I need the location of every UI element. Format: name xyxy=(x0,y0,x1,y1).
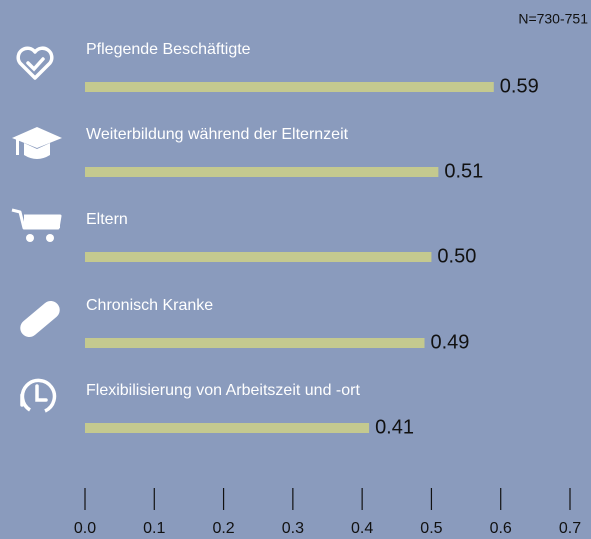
icon-pill xyxy=(20,301,60,337)
value-label: 0.41 xyxy=(375,416,414,438)
bar xyxy=(85,167,439,177)
x-tick-label: 0.5 xyxy=(420,520,442,537)
x-tick-label: 0.3 xyxy=(282,520,304,537)
x-tick-label: 0.0 xyxy=(74,520,96,537)
value-label: 0.59 xyxy=(500,75,539,97)
icon-stroller xyxy=(11,208,62,242)
category-label: Chronisch Kranke xyxy=(86,297,213,314)
bar xyxy=(85,82,494,92)
x-tick-label: 0.2 xyxy=(212,520,234,537)
icon-graduation-cap xyxy=(12,127,62,159)
value-label: 0.50 xyxy=(437,245,476,267)
bar xyxy=(85,252,432,262)
x-tick-label: 0.4 xyxy=(351,520,373,537)
icon-clock xyxy=(20,378,57,413)
value-label: 0.49 xyxy=(431,331,470,353)
x-tick-label: 0.1 xyxy=(143,520,165,537)
category-label: Flexibilisierung von Arbeitszeit und -or… xyxy=(86,382,360,399)
category-label: Pflegende Beschäftigte xyxy=(86,41,251,58)
category-label: Eltern xyxy=(86,211,128,228)
x-tick-label: 0.7 xyxy=(559,520,581,537)
category-label: Weiterbildung während der Elternzeit xyxy=(86,126,349,143)
bar xyxy=(85,423,370,433)
value-label: 0.51 xyxy=(444,160,483,182)
annotation: N=730-751 xyxy=(518,11,588,27)
icon-heart xyxy=(16,46,54,80)
bar xyxy=(85,338,425,348)
x-tick-label: 0.6 xyxy=(490,520,512,537)
